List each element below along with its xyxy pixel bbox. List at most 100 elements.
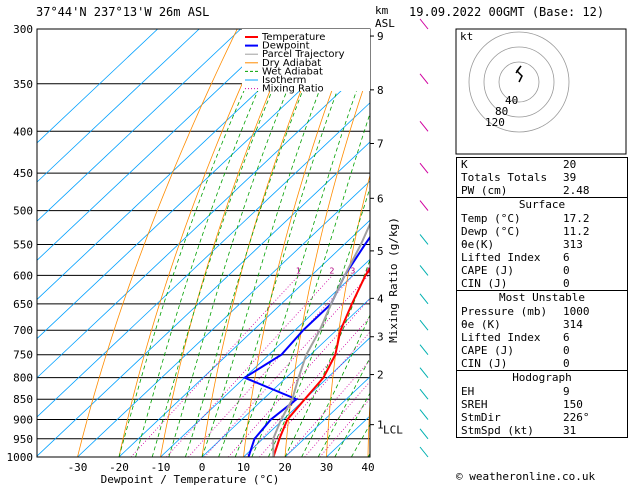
mixing-ratio-tick: 3 — [350, 266, 355, 275]
mu-row: Lifted Index 6 — [457, 331, 627, 344]
km-tick: 7 — [377, 137, 384, 150]
isotherm-line — [37, 29, 324, 301]
isotherm-line — [37, 29, 158, 144]
surface-row: Temp (°C) 17.2 — [457, 212, 627, 225]
wet-adiabat-line — [317, 356, 370, 457]
wind-barb — [419, 319, 429, 331]
hodo-label: SREH — [461, 398, 488, 411]
location-title: 37°44'N 237°13'W 26m ASL — [36, 5, 210, 19]
temp-tick: 40 — [361, 461, 374, 474]
wind-barbs — [419, 18, 429, 458]
dry-adiabat-line — [367, 396, 370, 457]
isotherm-line — [118, 219, 370, 457]
wind-barb — [419, 120, 429, 132]
wind-barb — [419, 409, 429, 420]
pressure-tick: 700 — [13, 324, 33, 337]
pressure-tick: 300 — [13, 23, 33, 36]
hodograph-ring-label: 80 — [495, 105, 508, 118]
pressure-tick: 850 — [13, 393, 33, 406]
km-tick: 8 — [377, 84, 384, 97]
mu-title: Most Unstable — [457, 290, 627, 305]
pressure-tick: 1000 — [7, 451, 34, 464]
lcl-label: LCL — [383, 423, 403, 436]
temp-tick: 10 — [237, 461, 250, 474]
surface-row: θe(K) 313 — [457, 238, 627, 251]
legend-entry: Temperature — [261, 32, 325, 43]
surface-label: Lifted Index — [461, 251, 541, 264]
plot-frame — [36, 28, 371, 458]
mixing-ratio-line — [259, 331, 370, 457]
wet-adiabat-line — [135, 29, 286, 457]
km-tick: 4 — [377, 292, 384, 305]
wet-adiabat-line — [118, 29, 273, 457]
surface-title: Surface — [457, 197, 627, 212]
pressure-tick: 500 — [13, 205, 33, 218]
chart-profiles — [242, 221, 370, 457]
dry-adiabat-line — [160, 29, 297, 457]
index-label: K — [461, 158, 468, 171]
hodo-value: 9 — [563, 385, 570, 398]
isotherm-line — [37, 29, 283, 261]
pressure-tick: 550 — [13, 238, 33, 251]
wet-adiabat-line — [151, 29, 299, 457]
wind-barb — [419, 234, 429, 245]
wind-barb — [419, 344, 429, 356]
hodograph-trace — [515, 65, 523, 83]
asl-unit: ASL — [375, 17, 395, 30]
mixing-ratio-tick: 2 — [329, 266, 334, 275]
mu-value: 1000 — [563, 305, 590, 318]
wind-barb — [419, 388, 429, 400]
wind-barb — [419, 200, 429, 211]
isotherm-line — [284, 376, 370, 457]
hodo-label: EH — [461, 385, 475, 398]
temp-tick: 30 — [320, 461, 333, 474]
wet-adiabat-line — [301, 314, 370, 457]
dry-adiabat-line — [243, 29, 356, 457]
hodo-label: StmDir — [461, 411, 501, 424]
temp-tick: 0 — [199, 461, 206, 474]
index-label: PW (cm) — [461, 184, 508, 197]
wind-barb — [419, 293, 429, 305]
wind-barb — [419, 265, 429, 276]
wind-barb — [419, 73, 429, 85]
isotherm-line — [160, 258, 370, 457]
mu-value: 6 — [563, 331, 570, 344]
surface-label: θe(K) — [461, 238, 495, 251]
hodo-value: 31 — [563, 424, 577, 437]
temp-tick: -30 — [68, 461, 88, 474]
mu-value: 0 — [563, 344, 570, 357]
hodograph-ring-label: 120 — [485, 116, 505, 129]
hodo-row: StmSpd (kt) 31 — [457, 424, 627, 437]
mu-row: CAPE (J) 0 — [457, 344, 627, 357]
pressure-tick: 950 — [13, 433, 33, 446]
surface-label: Dewp (°C) — [461, 225, 521, 238]
dry-adiabat-line — [326, 173, 370, 457]
surface-value: 0 — [563, 264, 570, 277]
pressure-tick: 800 — [13, 372, 33, 385]
credit-text: © weatheronline.co.uk — [456, 470, 596, 483]
hodo-row: SREH 150 — [457, 398, 627, 411]
legend-entry: Isotherm — [262, 75, 306, 86]
km-tick: 9 — [377, 30, 384, 43]
hodo-title: Hodograph — [457, 370, 627, 385]
km-tick: 3 — [377, 331, 384, 344]
mu-value: 314 — [563, 318, 583, 331]
temp-tick: -20 — [109, 461, 129, 474]
surface-row: Lifted Index 6 — [457, 251, 627, 264]
mixing-ratio-tick: 15 — [442, 266, 452, 275]
index-row: K 20 — [457, 158, 627, 171]
km-tick: 2 — [377, 369, 384, 382]
surface-row: CIN (J) 0 — [457, 277, 627, 290]
legend-entry: Mixing Ratio — [262, 84, 324, 95]
pressure-tick: 350 — [13, 78, 33, 91]
chart-grid: 1 2 3 4 6 8 10 15 20 25 — [37, 29, 452, 457]
mixing-ratio-axis-label: Mixing Ratio (g/kg) — [387, 217, 400, 343]
wind-barb — [419, 446, 429, 458]
surface-row: CAPE (J) 0 — [457, 264, 627, 277]
temp-tick: -10 — [151, 461, 171, 474]
wet-adiabat-line — [185, 29, 328, 457]
wind-barb — [419, 428, 429, 440]
km-tick: 5 — [377, 245, 384, 258]
index-row: Totals Totals 39 — [457, 171, 627, 184]
